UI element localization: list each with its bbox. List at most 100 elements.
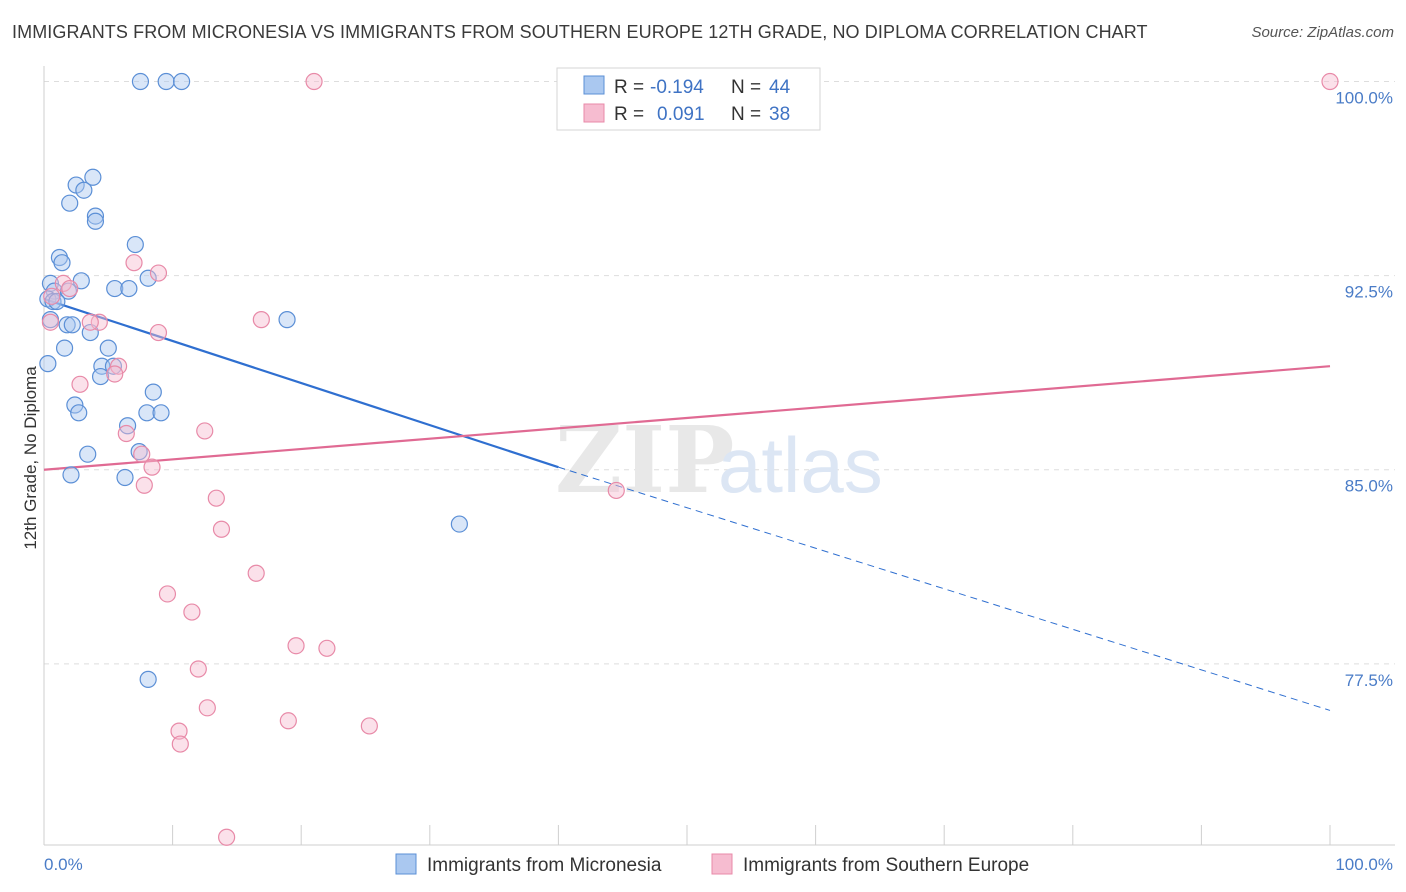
trend-lines <box>43 297 1331 711</box>
point-southern-europe <box>189 660 207 678</box>
legend-n-label-blue: N = <box>731 77 761 98</box>
point-southern-europe <box>61 279 79 298</box>
point-micronesia <box>157 72 175 91</box>
x-tick-labels: 0.0% 100.0% <box>44 855 1393 874</box>
legend-r-value-blue: -0.194 <box>650 77 704 98</box>
point-southern-europe <box>212 520 231 538</box>
series-swatch-southern-europe <box>711 853 733 875</box>
point-micronesia <box>130 443 148 461</box>
point-micronesia <box>48 292 66 311</box>
point-micronesia <box>173 72 191 91</box>
point-southern-europe <box>125 254 143 272</box>
point-southern-europe <box>149 264 168 282</box>
legend-n-value-pink: 38 <box>769 104 790 125</box>
watermark-atlas: atlas <box>718 421 883 509</box>
y-axis-label: 12th Grade, No Diploma <box>21 366 40 550</box>
legend-swatch-pink <box>583 103 605 123</box>
point-micronesia <box>58 316 76 334</box>
point-micronesia <box>79 445 97 463</box>
trend-line-southern-europe <box>43 365 1331 471</box>
point-micronesia <box>120 279 138 298</box>
point-micronesia <box>144 383 162 401</box>
point-southern-europe <box>135 476 153 494</box>
point-micronesia <box>86 207 105 225</box>
point-micronesia <box>86 212 105 230</box>
point-micronesia <box>278 311 296 329</box>
series-swatch-micronesia <box>395 853 417 875</box>
x-tick-label: 100.0% <box>1335 855 1393 874</box>
point-southern-europe <box>149 323 168 342</box>
point-micronesia <box>99 339 117 357</box>
point-southern-europe <box>360 717 378 735</box>
point-micronesia <box>53 254 71 272</box>
point-southern-europe <box>247 564 265 582</box>
point-southern-europe <box>207 489 225 507</box>
axes <box>43 66 1395 846</box>
point-southern-europe <box>252 311 270 329</box>
point-southern-europe <box>81 313 99 331</box>
point-southern-europe <box>287 637 305 655</box>
point-micronesia <box>55 339 74 357</box>
point-micronesia <box>70 404 88 422</box>
point-micronesia <box>66 396 84 414</box>
source-credit: Source: ZipAtlas.com <box>1251 24 1394 41</box>
legend-n-value-blue: 44 <box>769 77 791 98</box>
point-micronesia <box>84 168 102 186</box>
point-southern-europe <box>71 375 89 393</box>
point-micronesia <box>139 269 157 287</box>
y-tick-label: 100.0% <box>1335 89 1393 108</box>
data-points <box>39 72 1339 846</box>
point-southern-europe <box>143 458 161 476</box>
y-tick-label: 85.0% <box>1345 477 1393 496</box>
point-southern-europe <box>90 313 108 331</box>
legend-swatch-blue <box>583 75 605 95</box>
point-southern-europe <box>109 357 128 375</box>
point-micronesia <box>62 466 80 484</box>
point-southern-europe <box>607 481 625 500</box>
legend-n-label-pink: N = <box>731 104 761 125</box>
series-label-southern-europe: Immigrants from Southern Europe <box>743 855 1029 876</box>
y-tick-labels: 100.0% 92.5% 85.0% 77.5% <box>1335 89 1393 690</box>
point-micronesia <box>139 670 157 688</box>
point-micronesia <box>131 72 150 91</box>
point-micronesia <box>126 235 144 254</box>
watermark-zip: ZIP <box>555 406 734 514</box>
point-micronesia <box>39 355 57 373</box>
point-micronesia <box>450 515 468 533</box>
x-tick-label: 0.0% <box>44 855 83 874</box>
point-micronesia <box>75 181 93 199</box>
point-southern-europe <box>170 722 188 740</box>
legend-r-label-pink: R = <box>614 104 644 125</box>
grid-lines <box>44 81 1395 665</box>
point-southern-europe <box>133 445 151 463</box>
point-southern-europe <box>279 712 297 730</box>
point-micronesia <box>91 367 110 386</box>
point-micronesia <box>106 279 124 298</box>
chart-title: IMMIGRANTS FROM MICRONESIA VS IMMIGRANTS… <box>12 22 1148 42</box>
point-southern-europe <box>183 603 201 621</box>
watermark: ZIP atlas <box>555 406 883 514</box>
point-southern-europe <box>158 585 177 603</box>
point-micronesia <box>61 194 79 212</box>
point-southern-europe <box>43 287 61 305</box>
y-tick-label: 77.5% <box>1345 671 1393 690</box>
correlation-legend: R = -0.194 N = 44 R = 0.091 N = 38 <box>556 67 821 131</box>
point-southern-europe <box>318 639 336 657</box>
point-southern-europe <box>1321 72 1339 91</box>
point-southern-europe <box>117 424 135 443</box>
point-southern-europe <box>106 365 124 383</box>
series-legend: Immigrants from Micronesia Immigrants fr… <box>395 853 1029 876</box>
point-southern-europe <box>196 422 214 440</box>
trend-line-micronesia <box>43 297 559 469</box>
legend-r-label-blue: R = <box>614 77 644 98</box>
series-label-micronesia: Immigrants from Micronesia <box>427 855 662 876</box>
point-southern-europe <box>171 735 189 753</box>
point-southern-europe <box>41 313 60 331</box>
trend-line-micronesia-extension <box>558 466 1331 711</box>
point-micronesia <box>116 468 134 487</box>
point-micronesia <box>152 404 170 422</box>
point-southern-europe <box>305 72 323 91</box>
point-southern-europe <box>218 828 236 846</box>
legend-r-value-pink: 0.091 <box>657 104 705 125</box>
